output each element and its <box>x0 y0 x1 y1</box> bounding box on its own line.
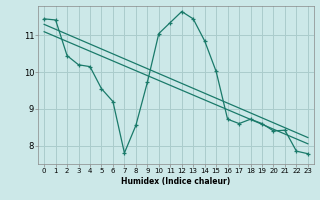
X-axis label: Humidex (Indice chaleur): Humidex (Indice chaleur) <box>121 177 231 186</box>
